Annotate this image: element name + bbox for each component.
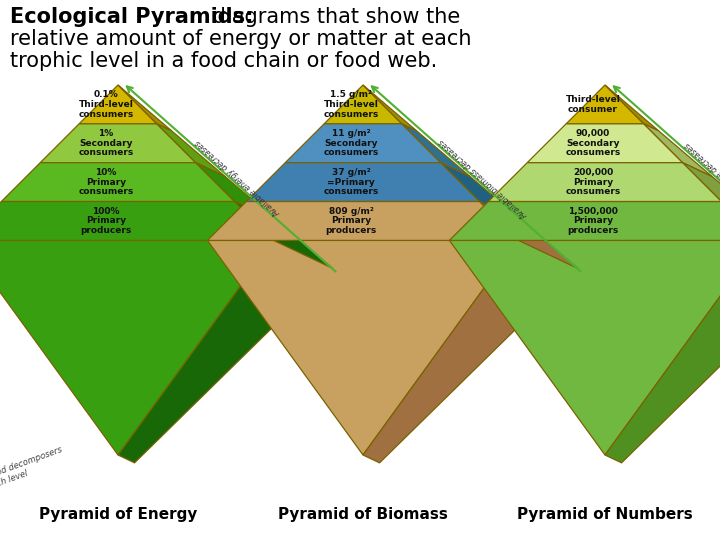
Polygon shape xyxy=(449,201,720,240)
Text: 37 g/m²
=Primary
consumers: 37 g/m² =Primary consumers xyxy=(323,168,379,197)
Polygon shape xyxy=(644,124,712,177)
Polygon shape xyxy=(79,85,157,124)
Polygon shape xyxy=(363,240,577,463)
Polygon shape xyxy=(480,201,577,268)
Polygon shape xyxy=(605,240,720,463)
Text: 200,000
Primary
consumers: 200,000 Primary consumers xyxy=(565,168,621,197)
Text: Available biomass decreases: Available biomass decreases xyxy=(437,137,529,220)
Text: 100%
Primary
producers: 100% Primary producers xyxy=(81,207,132,235)
Text: 90,000
Secondary
consumers: 90,000 Secondary consumers xyxy=(565,129,621,158)
Text: 0.1%
Third-level
consumers: 0.1% Third-level consumers xyxy=(78,90,134,119)
Polygon shape xyxy=(235,201,333,268)
Text: 1%
Secondary
consumers: 1% Secondary consumers xyxy=(78,129,134,158)
Polygon shape xyxy=(1,163,235,201)
Text: diagrams that show the: diagrams that show the xyxy=(206,7,460,27)
Text: Pyramid of Energy: Pyramid of Energy xyxy=(39,507,197,522)
Polygon shape xyxy=(527,124,683,163)
Polygon shape xyxy=(118,85,171,131)
Text: 1,500,000
Primary
producers: 1,500,000 Primary producers xyxy=(567,207,618,235)
Text: 809 g/m²
Primary
producers: 809 g/m² Primary producers xyxy=(325,207,377,235)
Polygon shape xyxy=(246,163,480,201)
Polygon shape xyxy=(449,240,720,455)
Text: Production rate decreases: Production rate decreases xyxy=(683,140,720,217)
Text: Available energy decreases: Available energy decreases xyxy=(194,138,282,218)
Polygon shape xyxy=(207,240,518,455)
Polygon shape xyxy=(402,124,470,177)
Polygon shape xyxy=(363,85,417,131)
Text: Ecological Pyramids:: Ecological Pyramids: xyxy=(10,7,253,27)
Polygon shape xyxy=(40,124,196,163)
Text: Third-level
consumer: Third-level consumer xyxy=(566,95,621,114)
Polygon shape xyxy=(605,85,659,131)
Text: Pyramid of Numbers: Pyramid of Numbers xyxy=(517,507,693,522)
Polygon shape xyxy=(324,85,402,124)
Polygon shape xyxy=(207,201,518,240)
Polygon shape xyxy=(0,240,274,455)
Text: relative amount of energy or matter at each: relative amount of energy or matter at e… xyxy=(10,29,472,49)
Polygon shape xyxy=(196,163,279,222)
Text: 10%
Primary
consumers: 10% Primary consumers xyxy=(78,168,134,197)
Text: 1.5 g/m²
Third-level
consumers: 1.5 g/m² Third-level consumers xyxy=(323,90,379,119)
Text: 11 g/m²
Secondary
consumers: 11 g/m² Secondary consumers xyxy=(323,129,379,158)
Polygon shape xyxy=(488,163,720,201)
Polygon shape xyxy=(441,163,524,222)
Text: Parasites and decomposers
feed at each level: Parasites and decomposers feed at each l… xyxy=(0,445,68,503)
Polygon shape xyxy=(157,124,225,177)
Polygon shape xyxy=(566,85,644,124)
Polygon shape xyxy=(683,163,720,222)
Polygon shape xyxy=(285,124,441,163)
Text: Pyramid of Biomass: Pyramid of Biomass xyxy=(278,507,448,522)
Polygon shape xyxy=(118,240,333,463)
Polygon shape xyxy=(0,201,274,240)
Text: trophic level in a food chain or food web.: trophic level in a food chain or food we… xyxy=(10,51,437,71)
